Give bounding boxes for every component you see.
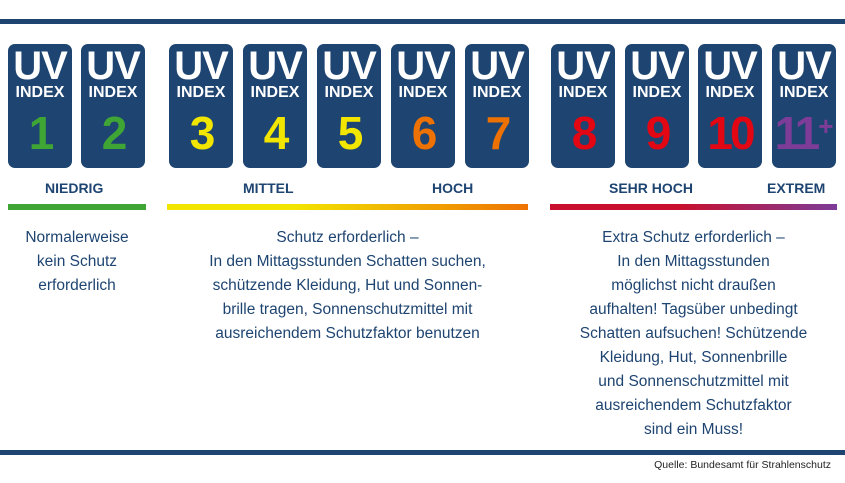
uv-text: UV	[396, 44, 451, 88]
uv-tile-3: UV INDEX 3	[169, 44, 233, 168]
uv-value-number: 6	[411, 107, 438, 159]
index-text: INDEX	[558, 84, 608, 101]
uv-value-number: 3	[189, 107, 216, 159]
uv-text: UV	[86, 44, 141, 88]
uv-value: 9	[625, 106, 689, 160]
uv-value: 4	[243, 106, 307, 160]
plus-sign: +	[818, 111, 834, 141]
level-label-high: HOCH	[432, 180, 474, 196]
uv-value: 8	[551, 106, 615, 160]
top-rule	[0, 19, 845, 24]
uv-tile-6: UV INDEX 6	[391, 44, 455, 168]
uv-value-number: 5	[337, 107, 364, 159]
source-credit: Quelle: Bundesamt für Strahlenschutz	[654, 459, 831, 471]
index-text: INDEX	[15, 84, 65, 101]
uv-text: UV	[248, 44, 303, 88]
uv-tile-8: UV INDEX 8	[551, 44, 615, 168]
level-bar-low	[8, 204, 146, 210]
index-text: INDEX	[632, 84, 682, 101]
uv-value: 11+	[772, 106, 836, 167]
uv-tile-9: UV INDEX 9	[625, 44, 689, 168]
uv-text: UV	[322, 44, 377, 88]
uv-value-number: 1	[28, 107, 55, 159]
uv-value: 6	[391, 106, 455, 160]
level-label-very-high: SEHR HOCH	[609, 180, 694, 196]
level-label-extreme: EXTREM	[767, 180, 826, 196]
index-text: INDEX	[324, 84, 374, 101]
uv-value-number: 11	[774, 107, 821, 159]
level-label-low: NIEDRIG	[45, 180, 104, 196]
uv-value-number: 8	[571, 107, 598, 159]
uv-value: 3	[169, 106, 233, 160]
uv-value-number: 7	[485, 107, 512, 159]
uv-text: UV	[556, 44, 611, 88]
index-text: INDEX	[398, 84, 448, 101]
uv-value: 2	[81, 106, 145, 160]
uv-tile-10: UV INDEX 10	[698, 44, 762, 168]
index-text: INDEX	[705, 84, 755, 101]
uv-tile-1: UV INDEX 1	[8, 44, 72, 168]
uv-value-number: 4	[263, 107, 290, 159]
level-label-moderate: MITTEL	[243, 180, 294, 196]
description-moderate-high: Schutz erforderlich – In den Mittagsstun…	[209, 229, 486, 342]
level-bar-very-high-extreme	[550, 204, 837, 210]
uv-value: 7	[465, 106, 529, 160]
uv-tile-2: UV INDEX 2	[81, 44, 145, 168]
uv-tile-5: UV INDEX 5	[317, 44, 381, 168]
uv-text: UV	[470, 44, 525, 88]
uv-value-number: 9	[645, 107, 672, 159]
uv-value: 1	[8, 106, 72, 160]
uv-value-number: 2	[101, 107, 128, 159]
uv-tile-7: UV INDEX 7	[465, 44, 529, 168]
uv-value: 10	[698, 106, 762, 160]
uv-tile-4: UV INDEX 4	[243, 44, 307, 168]
description-very-high-extreme: Extra Schutz erforderlich – In den Mitta…	[579, 229, 808, 438]
uv-text: UV	[13, 44, 68, 88]
uv-value: 5	[317, 106, 381, 160]
uv-text: UV	[630, 44, 685, 88]
index-text: INDEX	[779, 84, 829, 101]
uv-tile-11: UV INDEX 11+	[772, 44, 836, 168]
bottom-rule	[0, 450, 845, 455]
uv-text: UV	[703, 44, 758, 88]
index-text: INDEX	[250, 84, 300, 101]
description-low: Normalerweise kein Schutz erforderlich	[25, 229, 129, 294]
index-text: INDEX	[472, 84, 522, 101]
uv-text: UV	[174, 44, 229, 88]
uv-value-number: 10	[707, 107, 755, 159]
uv-text: UV	[777, 44, 832, 88]
index-text: INDEX	[88, 84, 138, 101]
index-text: INDEX	[176, 84, 226, 101]
level-bar-moderate-high	[167, 204, 528, 210]
